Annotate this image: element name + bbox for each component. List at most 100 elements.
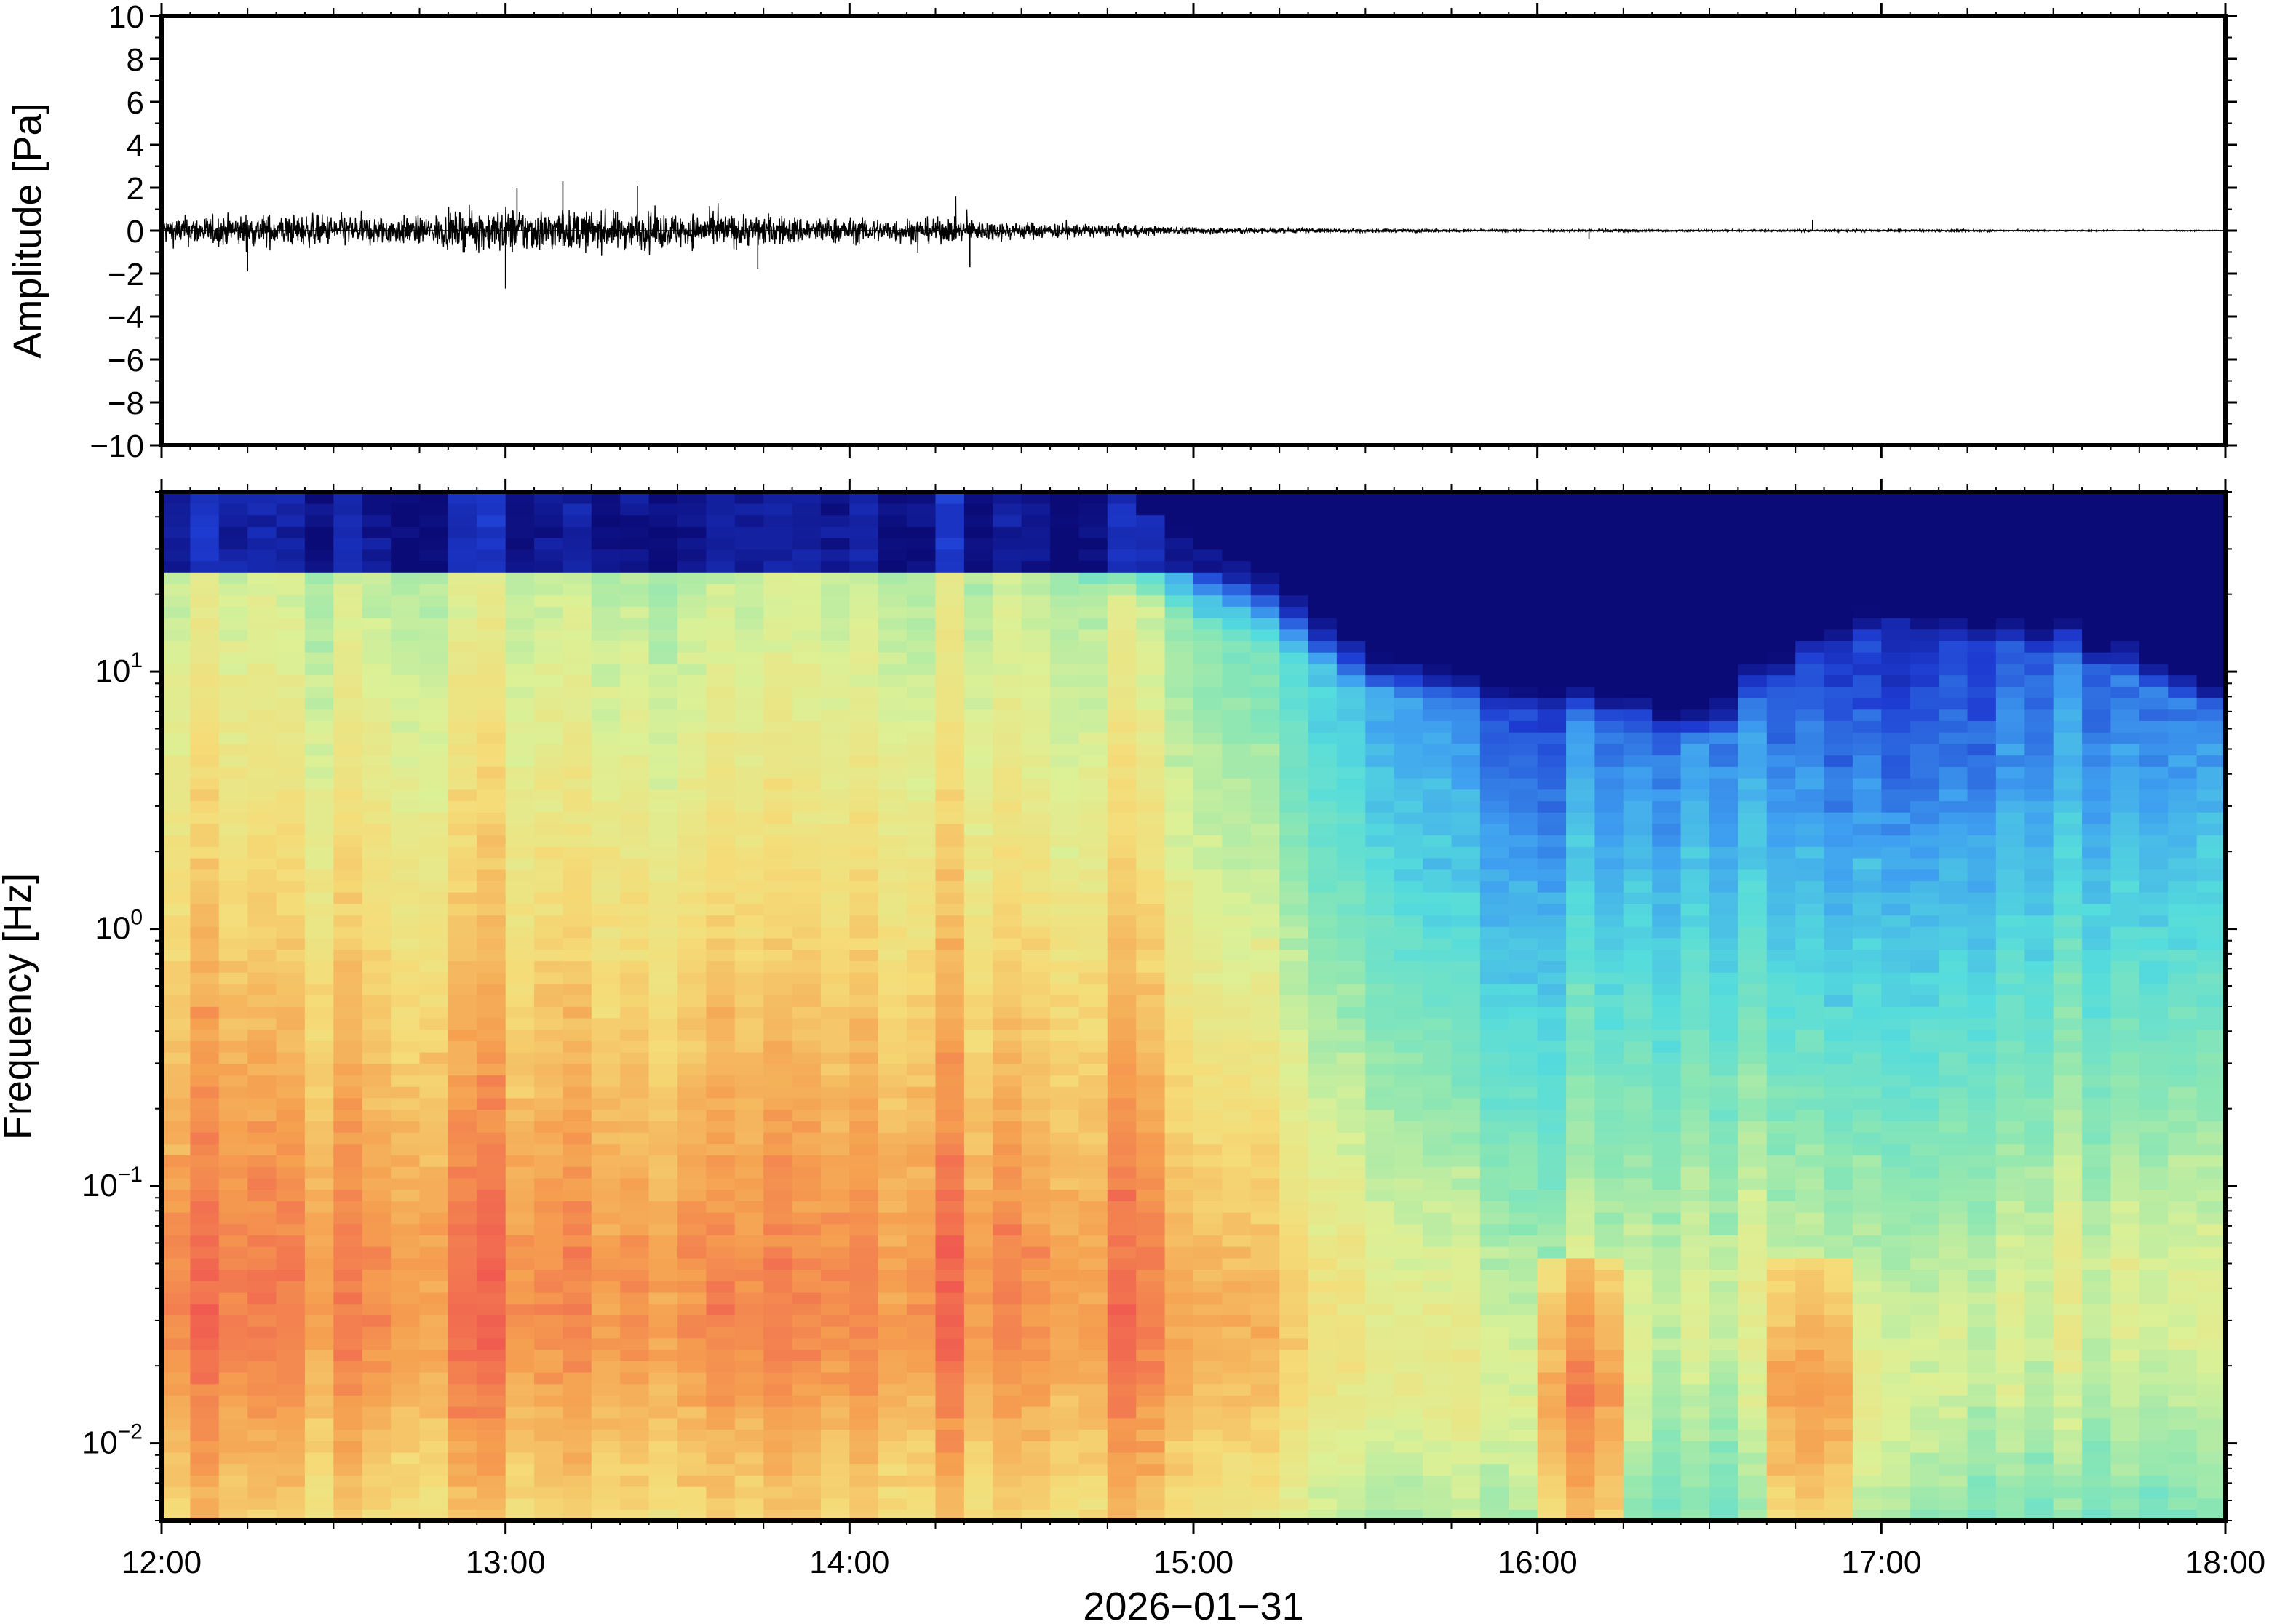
spectrogram-cell xyxy=(1423,755,1453,767)
spectrogram-cell xyxy=(419,835,449,847)
spectrogram-cell xyxy=(1078,1257,1108,1270)
spectrogram-cell xyxy=(1537,995,1567,1007)
spectrogram-cell xyxy=(563,1109,592,1121)
spectrogram-cell xyxy=(1136,1211,1166,1225)
spectrogram-cell xyxy=(763,537,793,550)
spectrogram-cell xyxy=(1136,731,1166,744)
spectrogram-cell xyxy=(190,1291,220,1305)
spectrogram-cell xyxy=(792,1486,822,1499)
spectrogram-cell xyxy=(792,1452,822,1465)
spectrogram-cell xyxy=(792,1269,822,1281)
spectrogram-cell xyxy=(304,1051,335,1064)
spectrogram-cell xyxy=(419,617,449,630)
spectrogram-cell xyxy=(333,1017,363,1030)
spectrogram-cell xyxy=(276,629,306,641)
spectrogram-cell xyxy=(734,1051,764,1064)
spectrogram-cell xyxy=(1423,709,1453,721)
spectrogram-cell xyxy=(1050,1441,1080,1453)
spectrogram-cell xyxy=(448,903,478,916)
spectrogram-cell xyxy=(505,1040,535,1053)
spectrogram-cell xyxy=(1336,572,1367,584)
spectrogram-cell xyxy=(935,1040,965,1053)
spectrogram-cell xyxy=(563,926,592,939)
spectrogram-cell xyxy=(734,549,764,562)
spectrogram-cell xyxy=(878,1281,907,1293)
spectrogram-cell xyxy=(218,949,248,961)
spectrogram-cell xyxy=(1308,674,1338,687)
spectrogram-cell xyxy=(1250,937,1280,950)
spectrogram-cell xyxy=(1623,1395,1653,1407)
spectrogram-cell xyxy=(563,949,592,961)
spectrogram-cell xyxy=(849,903,879,916)
spectrogram-cell xyxy=(1279,1497,1309,1510)
spectrogram-cell xyxy=(648,880,678,893)
spectrogram-cell xyxy=(648,1497,678,1510)
spectrogram-cell xyxy=(1336,857,1367,870)
spectrogram-cell xyxy=(1394,880,1423,893)
spectrogram-cell xyxy=(1107,1177,1137,1190)
spectrogram-cell xyxy=(907,1337,937,1350)
spectrogram-cell xyxy=(620,731,650,744)
spectrogram-cell xyxy=(1308,1223,1338,1235)
spectrogram-cell xyxy=(763,1189,793,1201)
spectrogram-cell xyxy=(1594,1155,1624,1167)
spectrogram-cell xyxy=(162,811,191,824)
spectrogram-cell xyxy=(1250,1441,1280,1453)
spectrogram-cell xyxy=(1078,1189,1108,1201)
spectrogram-cell xyxy=(1594,811,1624,824)
spectrogram-cell xyxy=(190,811,220,824)
spectrogram-cell xyxy=(1050,1475,1080,1487)
spectrogram-cell xyxy=(1279,971,1309,984)
spectrogram-cell xyxy=(563,492,592,504)
spectrogram-cell xyxy=(1193,1155,1223,1167)
spectrogram-cell xyxy=(563,1497,592,1510)
spectrogram-cell xyxy=(1423,1075,1453,1087)
spectrogram-cell xyxy=(505,800,535,813)
spectrogram-cell xyxy=(734,1109,764,1121)
spectrogram-cell xyxy=(993,709,1022,721)
spectrogram-cell xyxy=(1423,1017,1453,1030)
spectrogram-cell xyxy=(907,1029,937,1041)
spectrogram-cell xyxy=(907,514,937,527)
spectrogram-cell xyxy=(1050,903,1080,916)
spectrogram-cell xyxy=(734,1417,764,1430)
spectrogram-cell xyxy=(419,1189,449,1201)
spectrogram-cell xyxy=(1222,1223,1252,1235)
spectrogram-cell xyxy=(162,1441,191,1453)
spectrogram-cell xyxy=(648,1509,678,1521)
spectrogram-cell xyxy=(820,1097,851,1110)
spectrogram-cell xyxy=(1566,1326,1596,1339)
spectrogram-cell xyxy=(162,709,191,721)
spectrogram-cell xyxy=(648,1121,678,1133)
spectrogram-cell xyxy=(162,537,191,550)
spectrogram-cell xyxy=(304,869,335,881)
spectrogram-cell xyxy=(1336,1315,1367,1327)
spectrogram-cell xyxy=(820,1269,851,1281)
spectrogram-cell xyxy=(706,514,736,527)
spectrogram-cell xyxy=(1509,709,1538,721)
spectrogram-cell xyxy=(1107,1429,1137,1441)
spectrogram-cell xyxy=(734,789,764,801)
spectrogram-cell xyxy=(304,1201,335,1213)
spectrogram-cell xyxy=(1479,800,1510,813)
spectrogram-cell xyxy=(1164,652,1194,664)
spectrogram-cell xyxy=(534,674,564,687)
spectrogram-cell xyxy=(706,594,736,607)
spectrogram-cell xyxy=(419,926,449,939)
spectrogram-cell xyxy=(1164,1475,1194,1487)
spectrogram-cell xyxy=(648,1361,678,1373)
spectrogram-cell xyxy=(448,926,478,939)
spectrogram-cell xyxy=(1365,492,1395,504)
spectrogram-cell xyxy=(1365,549,1395,562)
spectrogram-cell xyxy=(993,1121,1022,1133)
spectrogram-cell xyxy=(1594,846,1624,859)
spectrogram-cell xyxy=(1164,777,1194,790)
spectrogram-cell xyxy=(1537,720,1567,733)
spectrogram-cell xyxy=(1107,537,1137,550)
spectrogram-cell xyxy=(1078,1017,1108,1030)
spectrogram-cell xyxy=(1423,891,1453,904)
spectrogram-cell xyxy=(1336,1075,1367,1087)
spectrogram-cell xyxy=(1136,1417,1166,1430)
spectrogram-cell xyxy=(648,1303,678,1315)
spectrogram-cell xyxy=(448,915,478,927)
